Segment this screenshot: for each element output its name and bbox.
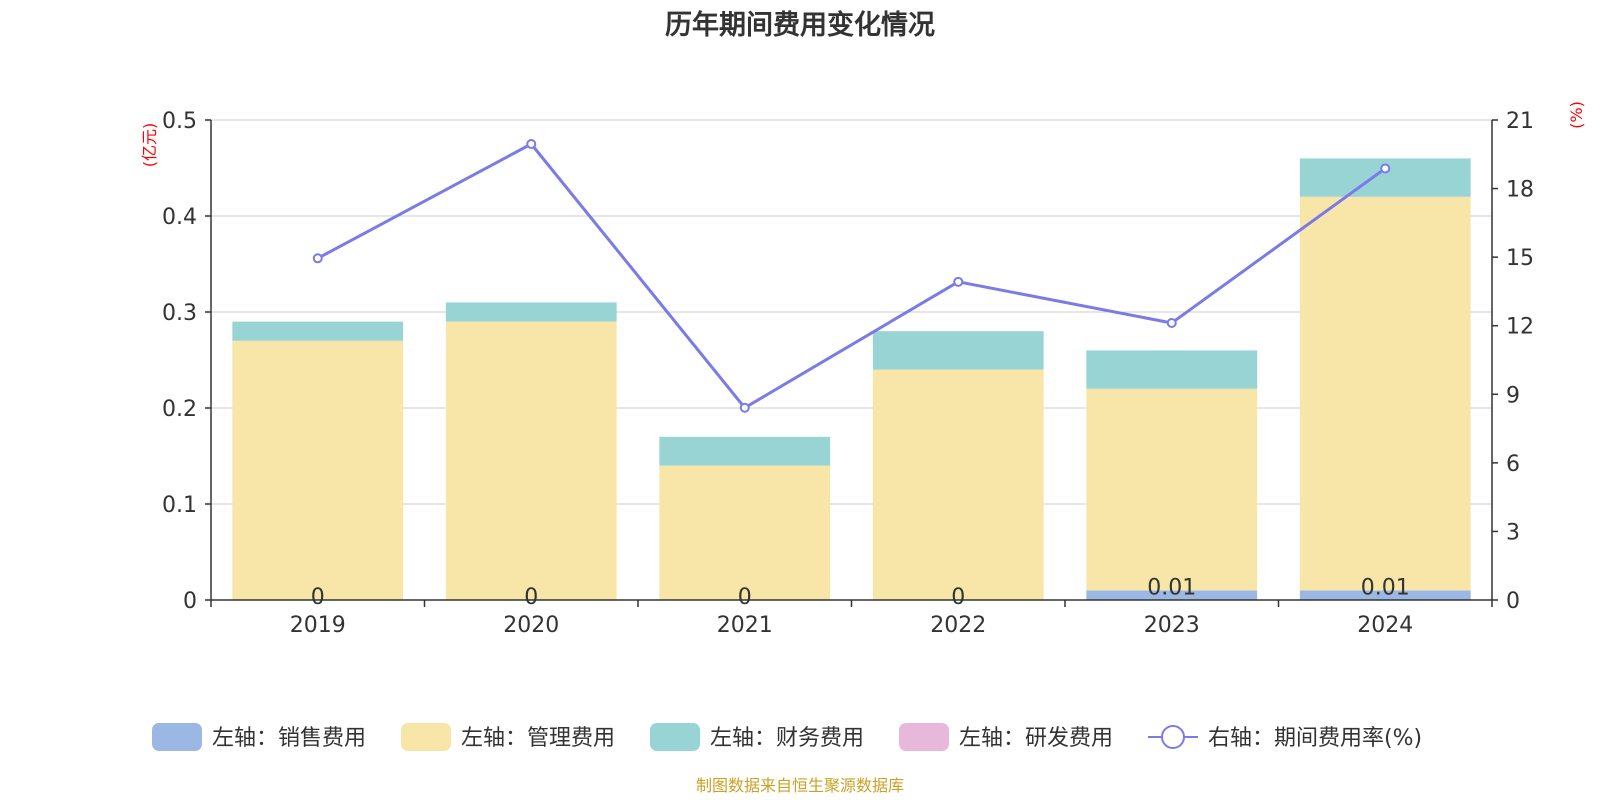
legend-swatch-rnd: [899, 723, 949, 751]
right-axis-tick-label: 21: [1506, 109, 1534, 134]
legend-label: 左轴：研发费用: [959, 726, 1113, 751]
left-axis-tick-label: 0: [183, 589, 197, 614]
bar-sales: [1299, 590, 1471, 600]
x-axis-tick-label: 2022: [930, 613, 986, 638]
bar-admin: [1086, 388, 1258, 591]
left-axis-tick-label: 0.1: [162, 493, 197, 518]
right-axis-tick-label: 15: [1506, 246, 1534, 271]
sales-data-label: 0: [311, 585, 325, 610]
left-axis-tick-label: 0.4: [162, 205, 197, 230]
left-axis-tick-label: 0.5: [162, 109, 197, 134]
right-axis-tick-label: 6: [1506, 452, 1520, 477]
right-axis-tick-label: 0: [1506, 589, 1520, 614]
sales-data-label: 0.01: [1147, 575, 1196, 600]
legend: 左轴：销售费用 左轴：管理费用 左轴：财务费用 左轴：研发费用 右轴：期间费用率(%): [152, 723, 1422, 751]
legend-item-finance: 左轴：财务费用: [650, 723, 864, 751]
rate-point: [1380, 163, 1391, 174]
rate-point: [312, 253, 323, 264]
right-axis-tick-label: 9: [1506, 383, 1520, 408]
rate-line-group: [312, 139, 1391, 413]
gridlines: [211, 119, 1492, 505]
bar-admin: [1299, 196, 1471, 591]
source-note: 制图数据来自恒生聚源数据库: [696, 776, 904, 795]
left-axis-tick-label: 0.2: [162, 397, 197, 422]
left-axis-tick-label: 0.3: [162, 301, 197, 326]
rate-point: [1166, 317, 1177, 328]
legend-swatch-finance: [650, 723, 700, 751]
axes-group: 0 0.1 0.2 0.3 0.4 0.5 0 3 6 9 12 15 18 21 2019 2020 2021…: [162, 109, 1534, 638]
rate-point: [739, 402, 750, 413]
right-axis-tick-label: 12: [1506, 315, 1534, 340]
chart-title: 历年期间费用变化情况: [665, 9, 935, 41]
right-axis-unit: (%): [1567, 101, 1586, 129]
legend-item-rate: 右轴：期间费用率(%): [1148, 725, 1422, 751]
legend-swatch-sales: [152, 723, 202, 751]
bar-finance: [232, 321, 404, 341]
legend-item-admin: 左轴：管理费用: [401, 723, 615, 751]
legend-item-rnd: 左轴：研发费用: [899, 723, 1113, 751]
bar-series-group: [232, 158, 1471, 600]
sales-data-label: 0.01: [1361, 575, 1410, 600]
legend-item-sales: 左轴：销售费用: [152, 723, 366, 751]
x-axis-tick-label: 2024: [1357, 613, 1413, 638]
bar-admin: [445, 321, 617, 600]
legend-label: 右轴：期间费用率(%): [1208, 726, 1422, 751]
bar-finance: [659, 436, 831, 466]
x-axis-tick-label: 2019: [290, 613, 346, 638]
legend-label: 左轴：销售费用: [212, 726, 366, 751]
left-axis-unit: (亿元): [140, 123, 159, 168]
bar-data-labels: 0 0 0 0 0.01 0.01: [311, 575, 1410, 610]
sales-data-label: 0: [524, 585, 538, 610]
bar-finance: [1086, 350, 1258, 389]
sales-data-label: 0: [951, 585, 965, 610]
x-axis-tick-label: 2023: [1144, 613, 1200, 638]
legend-line-marker-icon: [1161, 725, 1185, 749]
x-axis-tick-label: 2020: [503, 613, 559, 638]
right-axis-tick-label: 3: [1506, 520, 1520, 545]
bar-admin: [659, 465, 831, 600]
bar-admin: [232, 340, 404, 600]
sales-data-label: 0: [738, 585, 752, 610]
rate-line: [317, 142, 1387, 410]
right-axis-tick-label: 18: [1506, 178, 1534, 203]
bar-sales: [1086, 590, 1258, 600]
legend-swatch-admin: [401, 723, 451, 751]
rate-point: [526, 139, 537, 149]
bar-finance: [445, 302, 617, 322]
rate-point: [953, 276, 964, 287]
bar-admin: [872, 369, 1044, 600]
bar-finance: [872, 331, 1044, 370]
legend-label: 左轴：财务费用: [710, 726, 864, 751]
x-axis-tick-label: 2021: [717, 613, 773, 638]
legend-label: 左轴：管理费用: [461, 726, 615, 751]
